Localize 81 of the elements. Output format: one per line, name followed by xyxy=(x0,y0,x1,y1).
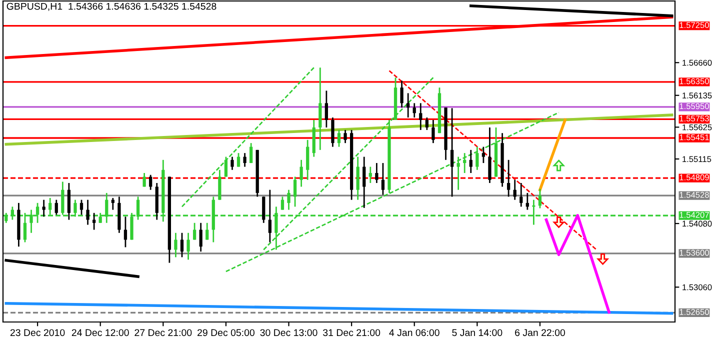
candlestick xyxy=(224,156,228,178)
candlestick xyxy=(538,188,542,209)
candlestick xyxy=(86,199,90,226)
candlestick xyxy=(356,156,360,201)
candlestick xyxy=(400,80,404,108)
candlestick xyxy=(280,196,284,210)
candlestick xyxy=(463,152,466,174)
candlestick xyxy=(218,169,222,201)
candlestick xyxy=(381,162,385,196)
candlestick xyxy=(476,146,479,171)
candlestick xyxy=(432,119,435,144)
x-tick-label: 30 Dec 13:00 xyxy=(260,329,318,336)
ref-line-label: 1.55753 xyxy=(680,116,709,122)
candlestick xyxy=(450,107,454,198)
candlestick xyxy=(300,159,303,188)
candlestick xyxy=(268,189,272,243)
candlestick xyxy=(324,90,328,128)
x-tick-label: 31 Dec 21:00 xyxy=(323,329,380,336)
ref-line-label: 1.54809 xyxy=(680,174,709,180)
candlestick xyxy=(42,199,46,218)
x-tick-label: 4 Jan 06:00 xyxy=(389,329,440,336)
x-tick-label: 5 Jan 14:00 xyxy=(452,329,502,336)
ref-line-label: 1.55950 xyxy=(680,103,709,110)
candlestick xyxy=(262,196,266,224)
y-tick-label: 1.53060 xyxy=(682,284,712,290)
ref-line-label: 1.52650 xyxy=(680,309,709,315)
x-tick-label: 6 Jan 22:00 xyxy=(515,329,565,336)
candlestick xyxy=(293,176,297,208)
x-tick-label: 27 Dec 21:00 xyxy=(134,329,192,336)
candlestick xyxy=(469,149,472,174)
candlestick xyxy=(243,152,246,168)
y-tick-label: 1.55625 xyxy=(682,124,712,130)
candlestick xyxy=(306,139,310,181)
x-tick-label: 23 Dec 2010 xyxy=(10,329,65,336)
candlestick xyxy=(520,182,523,208)
candlestick xyxy=(180,232,184,258)
candlestick xyxy=(192,222,196,240)
candlestick xyxy=(482,146,486,164)
candlestick xyxy=(375,162,378,184)
y-tick-label: 1.56660 xyxy=(682,60,712,66)
ref-line-label: 1.55451 xyxy=(680,134,709,140)
candlestick xyxy=(174,232,178,258)
candlestick xyxy=(142,172,146,188)
candlestick xyxy=(337,129,341,148)
candlestick xyxy=(419,102,422,131)
candlestick xyxy=(111,197,114,210)
ref-line-label: 1.56350 xyxy=(680,78,709,84)
candlestick xyxy=(287,189,290,210)
y-tick-label: 1.54080 xyxy=(682,220,712,227)
candlestick xyxy=(236,152,240,168)
candlestick xyxy=(488,126,492,184)
ref-line-label: 1.54528 xyxy=(680,192,709,198)
candlestick xyxy=(513,179,516,201)
candlestick xyxy=(412,102,416,118)
candlestick xyxy=(67,182,71,220)
y-tick-label: 1.55115 xyxy=(682,156,712,162)
chart-title: GBPUSD,H1 1.54366 1.54636 1.54325 1.54528 xyxy=(6,2,216,11)
candlestick xyxy=(362,156,366,209)
candlestick xyxy=(331,116,334,148)
line-series xyxy=(544,214,610,314)
ref-line-label: 1.53600 xyxy=(680,250,709,256)
candlestick xyxy=(92,212,96,230)
candlestick xyxy=(124,216,128,248)
candlestick xyxy=(199,222,202,252)
candlestick xyxy=(186,232,190,260)
candlestick xyxy=(425,116,428,131)
candlestick xyxy=(80,199,84,216)
candlestick xyxy=(507,159,510,198)
candlestick xyxy=(344,129,347,144)
candlestick xyxy=(54,199,58,216)
candlestick xyxy=(406,92,410,118)
candlestick xyxy=(149,174,152,191)
y-tick-label: 1.56135 xyxy=(682,92,712,98)
x-tick-label: 29 Dec 05:00 xyxy=(198,329,254,336)
candlestick xyxy=(206,222,209,240)
candlestick xyxy=(250,142,253,164)
candlestick xyxy=(230,156,234,171)
ref-line-label: 1.57250 xyxy=(680,22,709,28)
x-tick-label: 24 Dec 12:00 xyxy=(72,329,129,336)
ref-line-label: 1.54207 xyxy=(680,212,709,218)
candlestick xyxy=(456,156,460,191)
